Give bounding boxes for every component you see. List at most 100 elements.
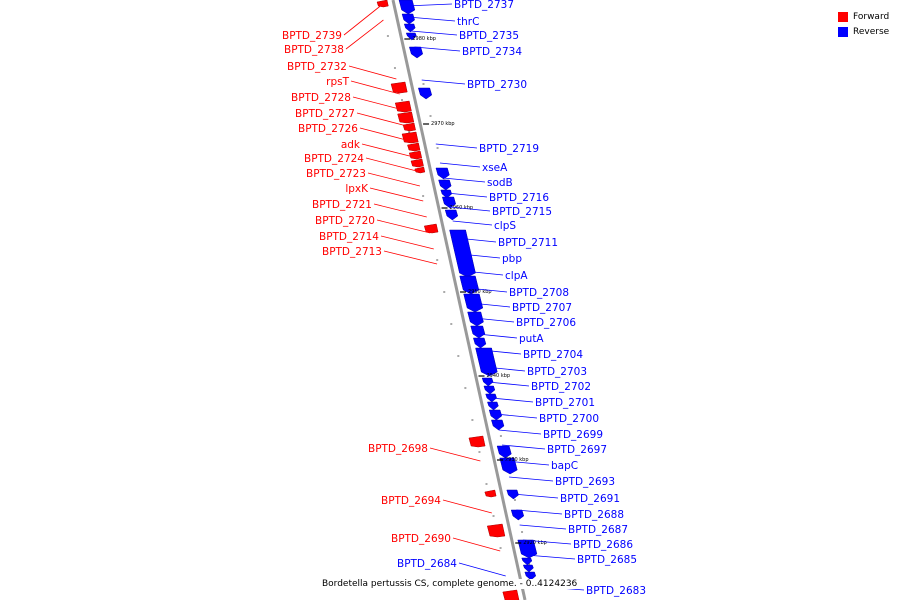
reverse-gene-label: BPTD_2730 — [467, 79, 527, 91]
legend-reverse: Reverse — [838, 24, 889, 39]
reverse-gene — [510, 509, 525, 521]
reverse-gene — [524, 571, 537, 581]
reverse-gene — [483, 385, 496, 395]
reverse-label-leader — [407, 16, 456, 22]
tick-label: 2970 kbp — [431, 121, 455, 127]
forward-label-leader — [356, 112, 407, 127]
forward-gene-label: BPTD_2684 — [397, 558, 457, 570]
reverse-gene-label: xseA — [482, 162, 508, 174]
forward-label-leader — [343, 5, 381, 36]
reverse-label-leader — [501, 444, 546, 450]
reverse-label-leader — [505, 460, 550, 466]
forward-label-leader — [373, 203, 427, 218]
reverse-gene-label: clpA — [505, 270, 528, 282]
forward-gene — [407, 142, 421, 152]
reverse-label-leader — [459, 253, 501, 259]
reverse-label-leader — [435, 143, 478, 149]
reverse-gene-label: BPTD_2687 — [568, 524, 628, 536]
reverse-gene-label: BPTD_2703 — [527, 366, 587, 378]
reverse-label-leader — [519, 524, 567, 530]
gene-labels: BPTD_2739 BPTD_2738 BPTD_2732 rpsT BPTD_2728… — [282, 0, 646, 597]
reverse-label-leader — [470, 302, 511, 308]
reverse-gene — [449, 229, 476, 278]
reverse-label-leader — [526, 554, 576, 560]
reverse-label-leader — [439, 162, 481, 168]
reverse-gene-label: clpS — [494, 220, 516, 232]
forward-gene-label: BPTD_2713 — [322, 246, 382, 258]
reverse-gene-label: BPTD_2734 — [462, 46, 522, 58]
reverse-gene-label: BPTD_2716 — [489, 192, 549, 204]
legend-forward: Forward — [838, 9, 889, 24]
reverse-label-leader — [405, 3, 453, 7]
reverse-gene — [488, 409, 503, 421]
forward-gene — [468, 435, 486, 448]
forward-label-leader — [359, 127, 411, 142]
reverse-label-leader — [443, 177, 486, 183]
reverse-gene — [401, 13, 415, 25]
reverse-label-leader — [481, 349, 522, 355]
forward-gene-label: BPTD_2739 — [282, 30, 342, 42]
reverse-gene-label: BPTD_2704 — [523, 349, 583, 361]
reverse-gene-label: BPTD_2707 — [512, 302, 572, 314]
reverse-gene-label: BPTD_2719 — [479, 143, 539, 155]
forward-gene — [410, 158, 424, 168]
forward-label-leader — [383, 250, 438, 265]
forward-gene-label: adk — [341, 139, 361, 151]
reverse-label-leader — [467, 287, 508, 293]
reverse-label-leader — [477, 333, 518, 339]
reverse-label-leader — [512, 493, 559, 499]
reverse-gene — [444, 209, 459, 221]
forward-gene-label: BPTD_2728 — [291, 92, 351, 104]
forward-gene-label: BPTD_2694 — [381, 495, 441, 507]
reverse-gene-label: BPTD_2688 — [564, 509, 624, 521]
reverse-gene-label: bapC — [551, 460, 578, 472]
tick-label: 2920 kbp — [523, 540, 547, 546]
tick-label: 2980 kbp — [412, 36, 436, 42]
reverse-gene-label: BPTD_2708 — [509, 287, 569, 299]
reverse-label-leader — [488, 381, 530, 387]
reverse-gene-label: BPTD_2737 — [454, 0, 514, 11]
reverse-label-leader — [414, 46, 461, 52]
reverse-gene — [403, 23, 416, 33]
reverse-label-leader — [474, 317, 515, 323]
reverse-gene — [487, 401, 499, 411]
forward-gene — [486, 523, 506, 538]
reverse-label-leader — [484, 366, 526, 372]
reverse-gene — [398, 0, 416, 15]
reverse-label-leader — [456, 237, 497, 243]
forward-label-leader — [365, 157, 417, 172]
forward-gene-label: BPTD_2690 — [391, 533, 451, 545]
reverse-gene-label: BPTD_2715 — [492, 206, 552, 218]
forward-gene-label: BPTD_2714 — [319, 231, 379, 243]
reverse-gene-label: thrC — [457, 16, 479, 28]
reverse-gene-label: BPTD_2699 — [543, 429, 603, 441]
reverse-gene — [459, 275, 480, 295]
forward-gene-label: lpxK — [345, 183, 369, 195]
reverse-gene-label: BPTD_2706 — [516, 317, 576, 329]
forward-label-leader — [458, 562, 506, 577]
reverse-gene-label: sodB — [487, 177, 513, 189]
reverse-label-leader — [498, 429, 542, 435]
forward-label-leader — [352, 96, 404, 111]
forward-gene — [408, 150, 423, 160]
reverse-gene-label: BPTD_2701 — [535, 397, 595, 409]
reverse-gene — [440, 189, 453, 199]
reverse-gene-label: BPTD_2697 — [547, 444, 607, 456]
reverse-label-leader — [463, 270, 504, 276]
forward-gene — [394, 100, 412, 113]
reverse-gene-label: BPTD_2700 — [539, 413, 599, 425]
gene-features — [376, 0, 538, 600]
reverse-gene — [485, 393, 497, 403]
forward-gene-label: BPTD_2723 — [306, 168, 366, 180]
forward-label-leader — [369, 187, 424, 202]
forward-gene-label: BPTD_2720 — [315, 215, 375, 227]
reverse-gene — [418, 87, 433, 100]
genome-caption: Bordetella pertussis CS, complete genome… — [322, 579, 578, 589]
forward-label-leader — [348, 65, 397, 80]
reverse-label-leader — [495, 413, 538, 419]
reverse-label-leader — [421, 79, 466, 85]
reverse-gene — [521, 557, 533, 566]
reverse-gene — [496, 445, 512, 459]
forward-gene-label: BPTD_2732 — [287, 61, 347, 73]
